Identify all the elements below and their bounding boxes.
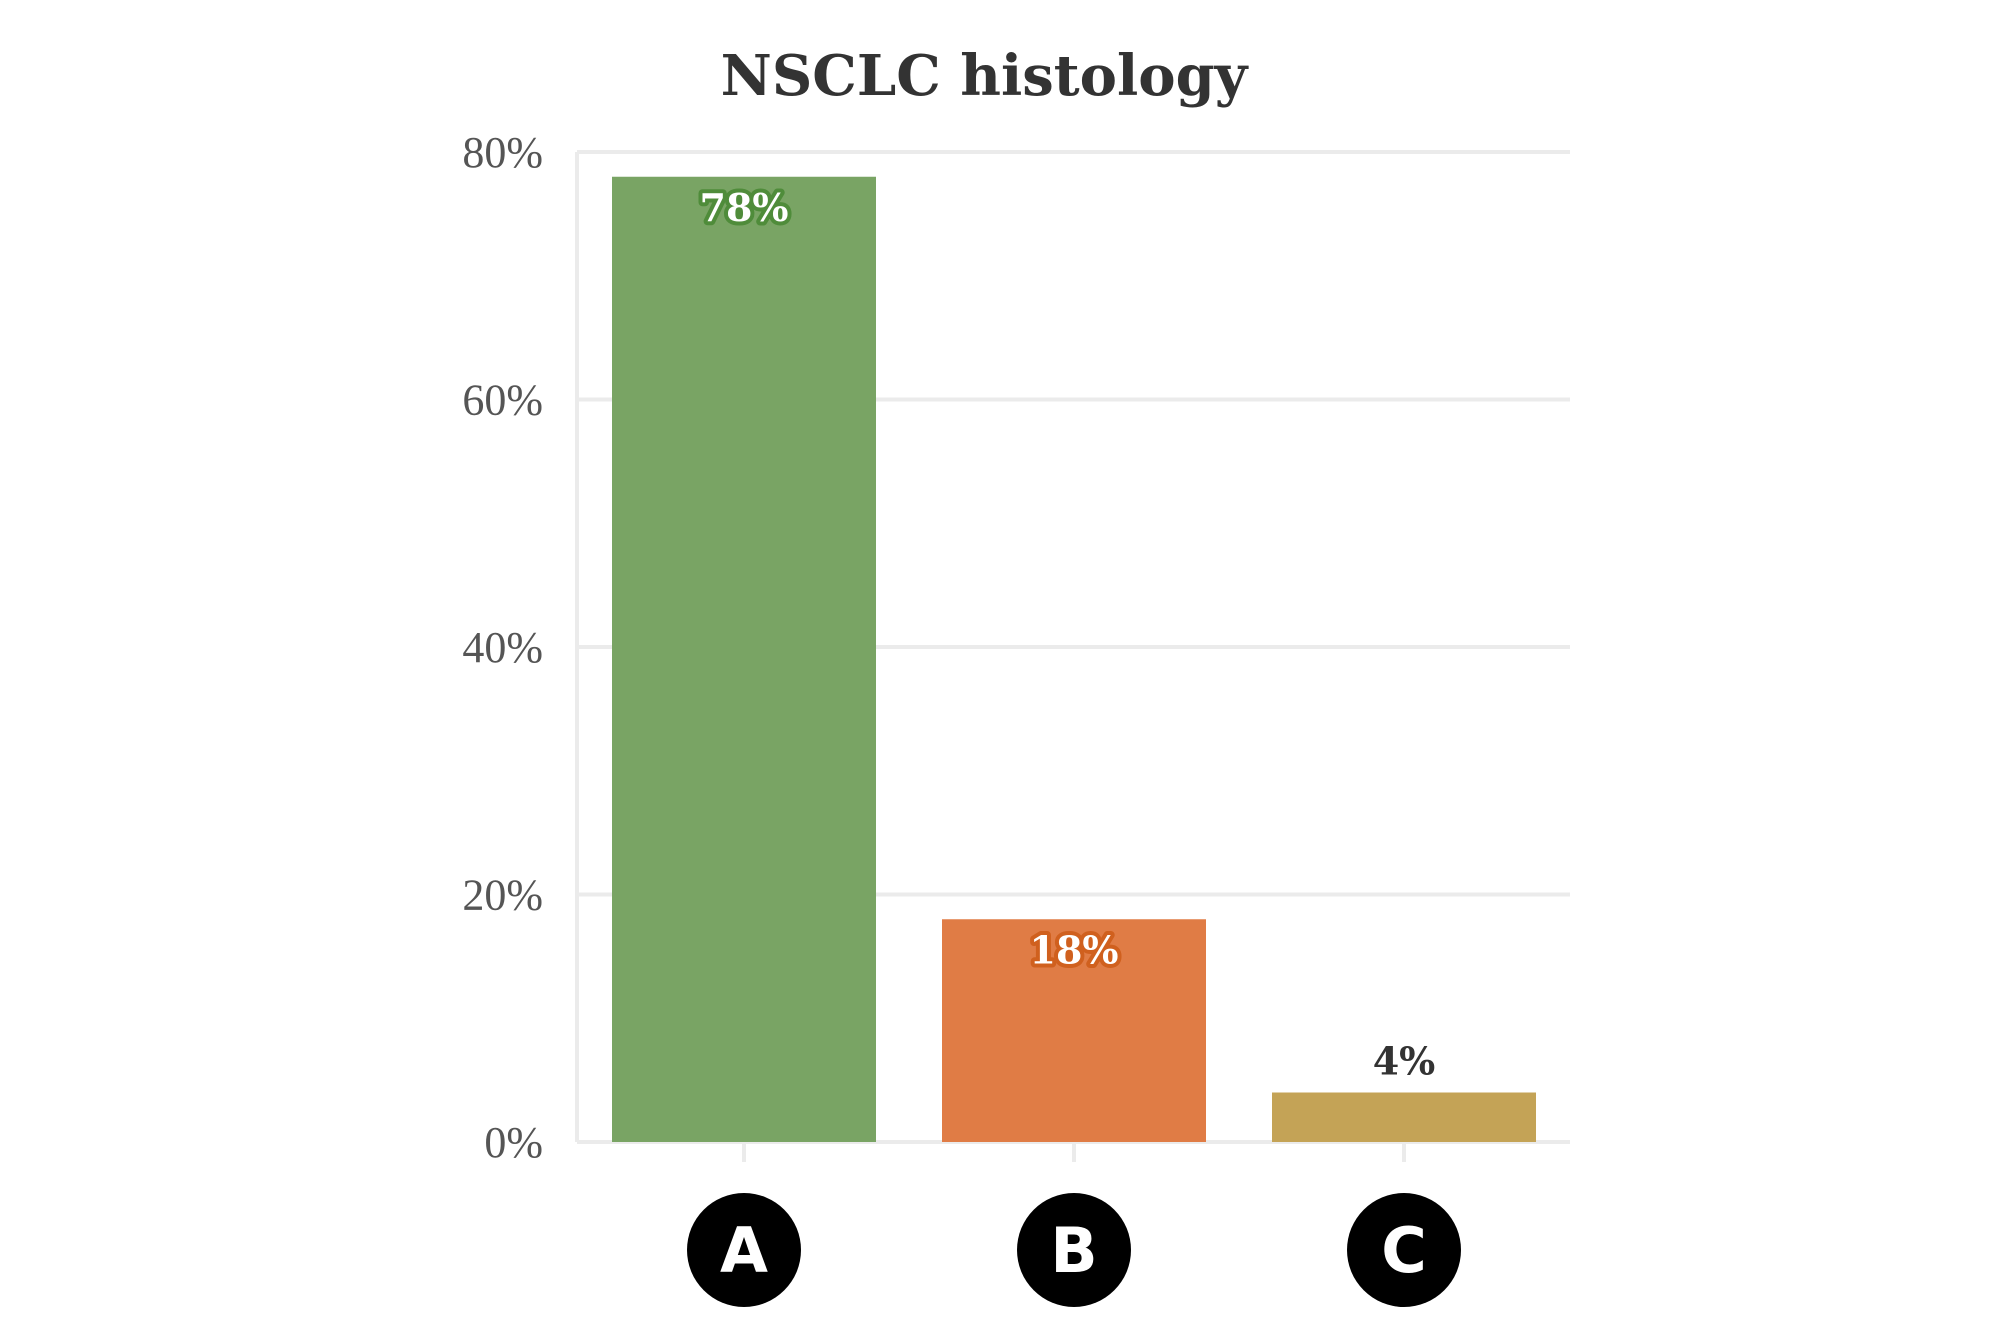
category-label-b: B xyxy=(1050,1214,1097,1287)
bar-value-label-c: 4% xyxy=(1373,1039,1436,1084)
bar-value-label-b: 18% xyxy=(1030,927,1119,972)
chart-title: NSCLC histology xyxy=(721,43,1249,109)
category-badge-a xyxy=(687,1193,801,1307)
bar-value-labels: 78% 18% 4% xyxy=(696,181,1436,1084)
x-axis-ticks xyxy=(742,1142,1406,1162)
bar-b xyxy=(942,919,1206,1142)
y-tick-label-0: 0% xyxy=(484,1118,543,1167)
category-label-a: A xyxy=(720,1214,768,1287)
y-axis-ticks: 0% 20% 40% 60% 80% xyxy=(462,128,543,1167)
y-tick-label-40: 40% xyxy=(462,623,543,672)
bars xyxy=(612,176,1536,1142)
y-tick-label-60: 60% xyxy=(462,376,543,425)
bar-value-label-a: 78% xyxy=(700,185,789,230)
category-label-c: C xyxy=(1381,1214,1427,1287)
category-markers: A B C xyxy=(687,1193,1461,1307)
bar-a xyxy=(612,176,876,1142)
y-tick-label-80: 80% xyxy=(462,128,543,177)
bar-c xyxy=(1272,1092,1536,1142)
y-tick-label-20: 20% xyxy=(462,871,543,920)
category-badge-c xyxy=(1347,1193,1461,1307)
category-badge-b xyxy=(1017,1193,1131,1307)
